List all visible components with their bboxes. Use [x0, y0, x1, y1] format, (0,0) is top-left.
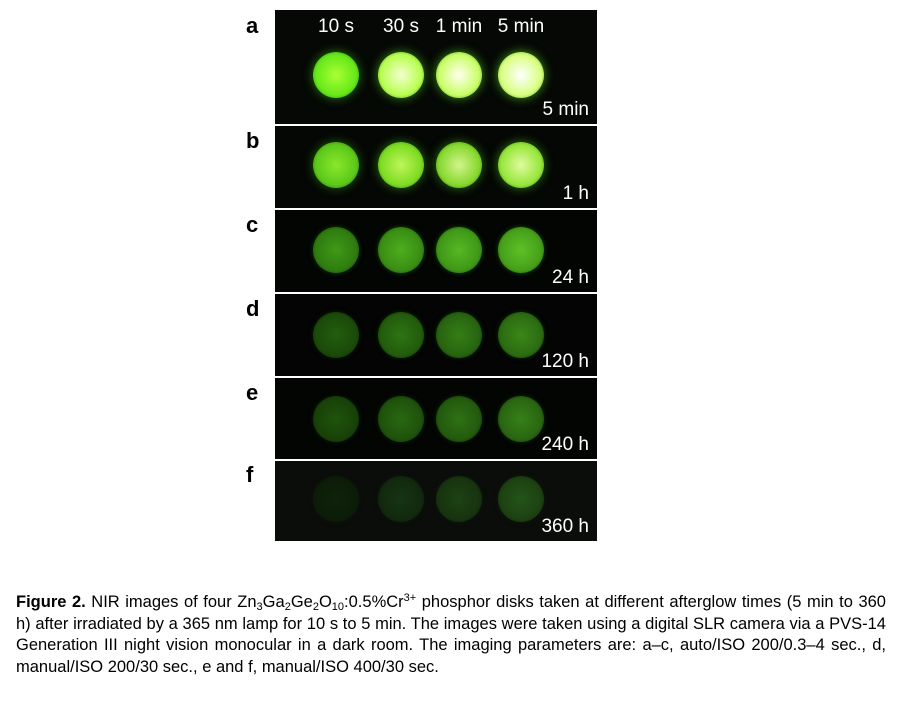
caption-label: Figure 2. [16, 593, 86, 611]
chemical-formula: Zn3Ga2Ge2O10:0.5%Cr3+ [237, 592, 417, 613]
column-header: 10 s [318, 16, 354, 37]
image-panel-d: 120 h [275, 294, 597, 376]
phosphor-disk [498, 312, 544, 358]
column-header: 1 min [435, 16, 483, 37]
formula-part: O [318, 593, 332, 611]
column-header: 5 min [497, 16, 545, 37]
panel-letter-d: d [246, 296, 260, 321]
figure-caption: Figure 2. NIR images of four Zn3Ga2Ge2O1… [16, 592, 886, 678]
phosphor-disk [313, 312, 359, 358]
phosphor-disk [313, 476, 359, 522]
phosphor-disk [313, 52, 359, 98]
caption-text-after: phosphor disks taken at different afterg… [16, 593, 886, 676]
phosphor-disk [498, 52, 544, 98]
phosphor-disk [436, 227, 482, 273]
afterglow-time-label: 120 h [541, 351, 589, 372]
formula-part: 2 [284, 601, 291, 613]
formula-part: Ga [262, 593, 285, 611]
phosphor-disk [436, 312, 482, 358]
caption-text-before: NIR images of four [85, 593, 238, 611]
phosphor-disk [378, 312, 424, 358]
phosphor-disk [378, 142, 424, 188]
phosphor-disk [436, 476, 482, 522]
phosphor-disk [378, 476, 424, 522]
panel-letter-f: f [246, 462, 254, 487]
phosphor-disk [313, 142, 359, 188]
phosphor-disk [378, 227, 424, 273]
panel-letter-b: b [246, 128, 260, 153]
phosphor-disk [378, 52, 424, 98]
afterglow-time-label: 5 min [542, 99, 589, 120]
image-panel-e: 240 h [275, 378, 597, 459]
figure: a 10 s 30 s 1 min 5 min 5 min b 1 h c 24 h d 120 h e… [246, 10, 597, 541]
panel-letter-c: c [246, 212, 259, 237]
formula-part: Zn [237, 593, 257, 611]
panel-letter-e: e [246, 380, 259, 405]
afterglow-time-label: 24 h [552, 267, 589, 288]
formula-part: Ge [290, 593, 313, 611]
phosphor-disk [313, 396, 359, 442]
formula-part: 3+ [403, 592, 417, 604]
formula-part: 3 [256, 601, 263, 613]
formula-part: 10 [331, 601, 345, 613]
phosphor-disk [498, 227, 544, 273]
column-header: 30 s [383, 16, 419, 37]
phosphor-disk [436, 142, 482, 188]
panel-letter-a: a [246, 13, 259, 38]
phosphor-disk [378, 396, 424, 442]
phosphor-disk [436, 396, 482, 442]
afterglow-time-label: 1 h [562, 183, 589, 204]
afterglow-time-label: 240 h [541, 434, 589, 455]
afterglow-time-label: 360 h [541, 516, 589, 537]
phosphor-disk [436, 52, 482, 98]
phosphor-disk [313, 227, 359, 273]
image-panel-c: 24 h [275, 210, 597, 292]
phosphor-disk [498, 396, 544, 442]
phosphor-disk [498, 142, 544, 188]
formula-part: :0.5%Cr [344, 593, 404, 611]
image-panel-b: 1 h [275, 126, 597, 208]
image-panel-f: 360 h [275, 461, 597, 541]
phosphor-disk [498, 476, 544, 522]
image-panel-a: 10 s 30 s 1 min 5 min 5 min [275, 10, 597, 124]
formula-part: 2 [312, 601, 319, 613]
